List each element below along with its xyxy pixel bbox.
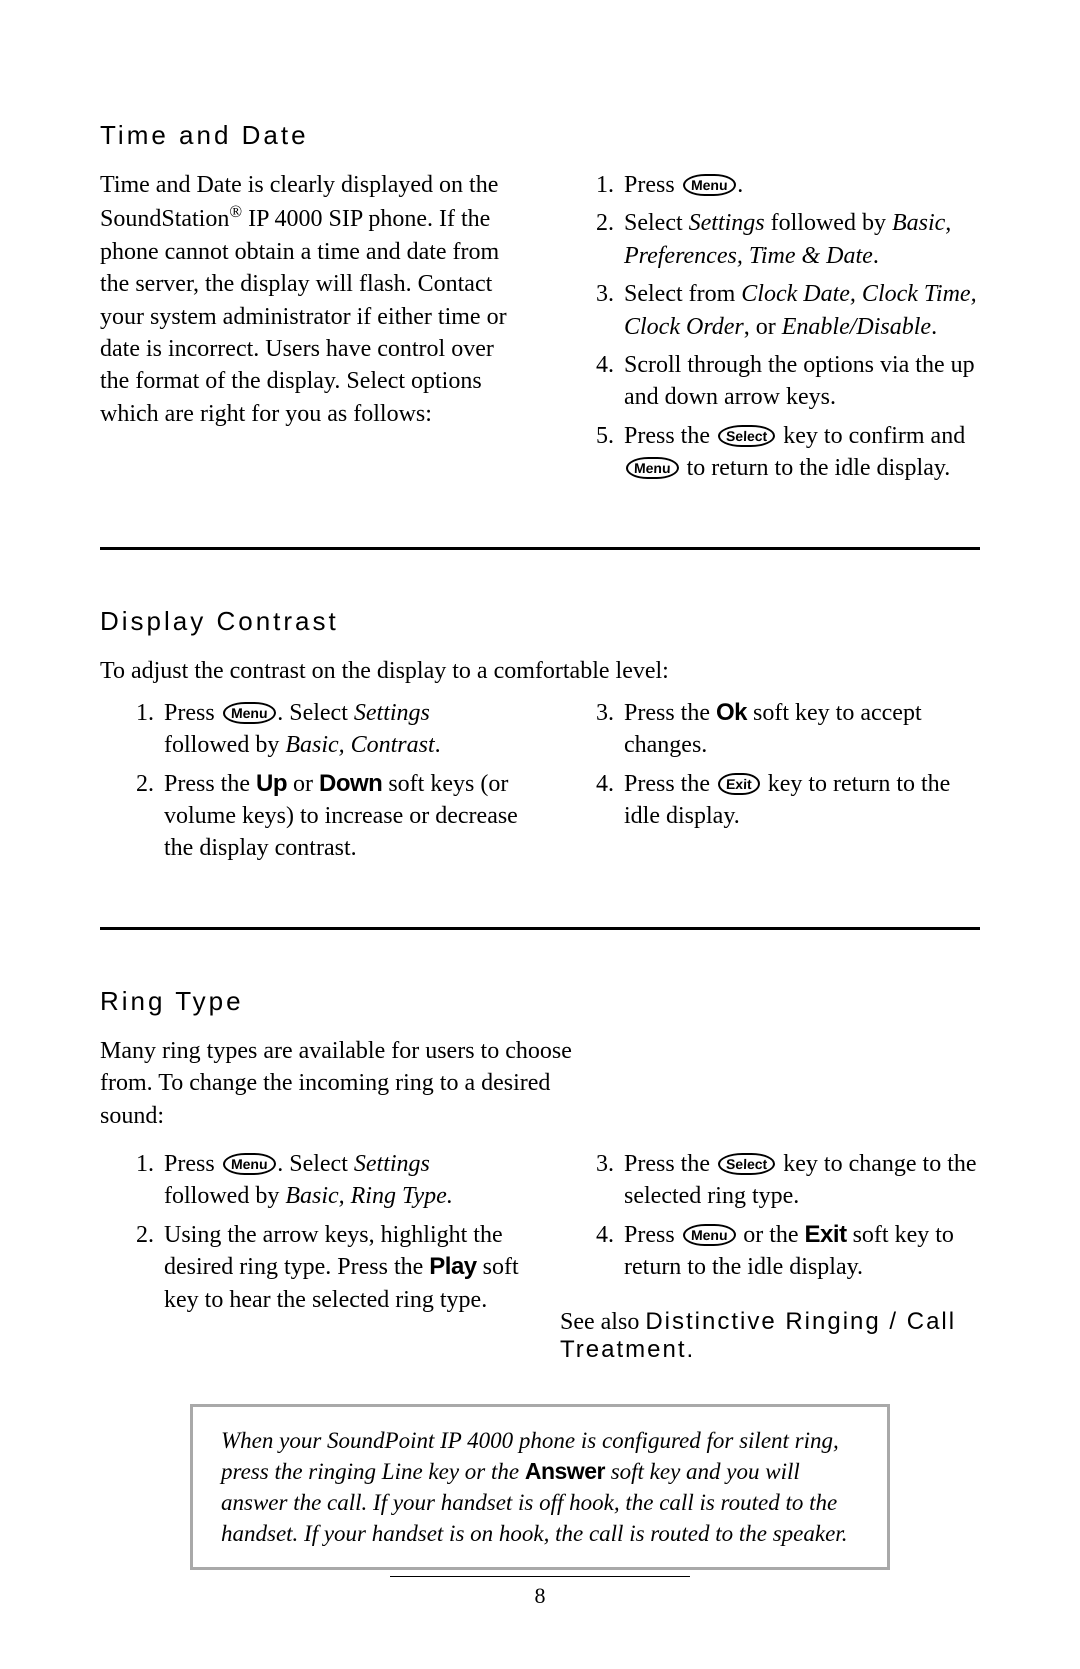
- dc-s2-up: Up: [256, 770, 287, 797]
- heading-ring-type: Ring Type: [100, 986, 980, 1017]
- ring-intro: Many ring types are available for users …: [100, 1035, 620, 1132]
- intro-part2: IP 4000 SIP phone. If the phone cannot o…: [100, 206, 507, 426]
- page-footer: 8: [0, 1576, 1080, 1609]
- td-step-5: Press the Select key to confirm and Menu…: [620, 420, 980, 485]
- exit-key-icon: Exit: [718, 773, 760, 795]
- td-step-1: Press Menu.: [620, 169, 980, 201]
- section-ring-type: Ring Type Many ring types are available …: [100, 986, 980, 1364]
- menu-key-icon: Menu: [222, 702, 275, 724]
- dc-s1-b: . Select: [277, 700, 354, 726]
- dc-s1-c: followed by: [164, 732, 285, 758]
- td-step3-s2: Enable/Disable: [782, 314, 931, 340]
- contrast-intro: To adjust the contrast on the display to…: [100, 655, 980, 687]
- rt-step-4: Press Menu or the Exit soft key to retur…: [620, 1219, 980, 1284]
- td-step5-c: to return to the idle display.: [681, 455, 951, 481]
- dc-step-2: Press the Up or Down soft keys (or volum…: [160, 768, 520, 865]
- dc-s2-b: or: [287, 771, 319, 797]
- dc-step-4: Press the Exit key to return to the idle…: [620, 768, 980, 833]
- td-step5-b: key to confirm and: [777, 423, 965, 449]
- menu-key-icon: Menu: [626, 457, 679, 479]
- rt-s1-path: Basic, Ring Type.: [285, 1183, 453, 1209]
- td-step2-a: Select: [624, 210, 689, 236]
- heading-time-date: Time and Date: [100, 120, 980, 151]
- registered-symbol: ®: [229, 202, 242, 221]
- rt-s1-set: Settings: [354, 1151, 430, 1177]
- td-step-3: Select from Clock Date, Clock Time, Cloc…: [620, 278, 980, 343]
- rt-s4-a: Press: [624, 1222, 681, 1248]
- dc-step-1: Press Menu. Select Settings followed by …: [160, 697, 520, 762]
- dc-s2-a: Press the: [164, 771, 256, 797]
- rt-s1-b: . Select: [277, 1151, 354, 1177]
- dc-s1-set: Settings: [354, 700, 430, 726]
- see-also-prefix: See also: [560, 1309, 645, 1335]
- rt-s4-exit: Exit: [805, 1221, 847, 1248]
- rt-step-1: Press Menu. Select Settings followed by …: [160, 1148, 520, 1213]
- menu-key-icon: Menu: [222, 1153, 275, 1175]
- td-step3-c: .: [931, 314, 937, 340]
- td-step2-c: .: [873, 243, 879, 269]
- td-step5-a: Press the: [624, 423, 716, 449]
- time-date-intro: Time and Date is clearly displayed on th…: [100, 169, 520, 491]
- rt-step-3: Press the Select key to change to the se…: [620, 1148, 980, 1213]
- dc-s4-a: Press the: [624, 771, 716, 797]
- dc-s1-d: .: [435, 732, 441, 758]
- rt-s3-a: Press the: [624, 1151, 716, 1177]
- rt-step-2: Using the arrow keys, highlight the desi…: [160, 1219, 520, 1316]
- dc-s3-ok: Ok: [716, 699, 747, 726]
- rt-s1-a: Press: [164, 1151, 221, 1177]
- page: Time and Date Time and Date is clearly d…: [0, 0, 1080, 1669]
- divider: [100, 547, 980, 550]
- dc-s1-path: Basic, Contrast: [285, 732, 434, 758]
- menu-key-icon: Menu: [682, 174, 735, 196]
- heading-display-contrast: Display Contrast: [100, 606, 980, 637]
- section-time-date: Time and Date Time and Date is clearly d…: [100, 120, 980, 491]
- divider: [100, 927, 980, 930]
- td-step1-text-b: .: [737, 172, 743, 198]
- time-date-steps: Press Menu. Select Settings followed by …: [560, 169, 980, 491]
- td-step-4: Scroll through the options via the up an…: [620, 349, 980, 414]
- note-answer-key: Answer: [525, 1458, 605, 1484]
- td-step-2: Select Settings followed by Basic, Prefe…: [620, 207, 980, 272]
- dc-s1-a: Press: [164, 700, 221, 726]
- dc-s3-a: Press the: [624, 700, 716, 726]
- td-step2-b: followed by: [765, 210, 892, 236]
- note-box: When your SoundPoint IP 4000 phone is co…: [190, 1404, 890, 1570]
- td-step2-settings: Settings: [689, 210, 765, 236]
- td-step1-text-a: Press: [624, 172, 681, 198]
- td-step3-b: , or: [744, 314, 782, 340]
- footer-rule: [390, 1576, 690, 1577]
- page-number: 8: [0, 1583, 1080, 1609]
- select-key-icon: Select: [718, 425, 776, 447]
- td-step3-a: Select from: [624, 281, 741, 307]
- dc-step-3: Press the Ok soft key to accept changes.: [620, 697, 980, 762]
- rt-s2-play: Play: [429, 1253, 476, 1280]
- menu-key-icon: Menu: [682, 1224, 735, 1246]
- dc-s2-down: Down: [319, 770, 382, 797]
- rt-s1-c: followed by: [164, 1183, 285, 1209]
- rt-s4-b: or the: [737, 1222, 804, 1248]
- see-also: See also Distinctive Ringing / Call Trea…: [560, 1308, 980, 1364]
- select-key-icon: Select: [718, 1153, 776, 1175]
- section-display-contrast: Display Contrast To adjust the contrast …: [100, 606, 980, 871]
